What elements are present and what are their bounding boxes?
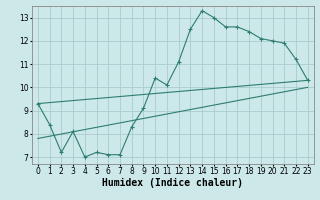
X-axis label: Humidex (Indice chaleur): Humidex (Indice chaleur) (102, 178, 243, 188)
